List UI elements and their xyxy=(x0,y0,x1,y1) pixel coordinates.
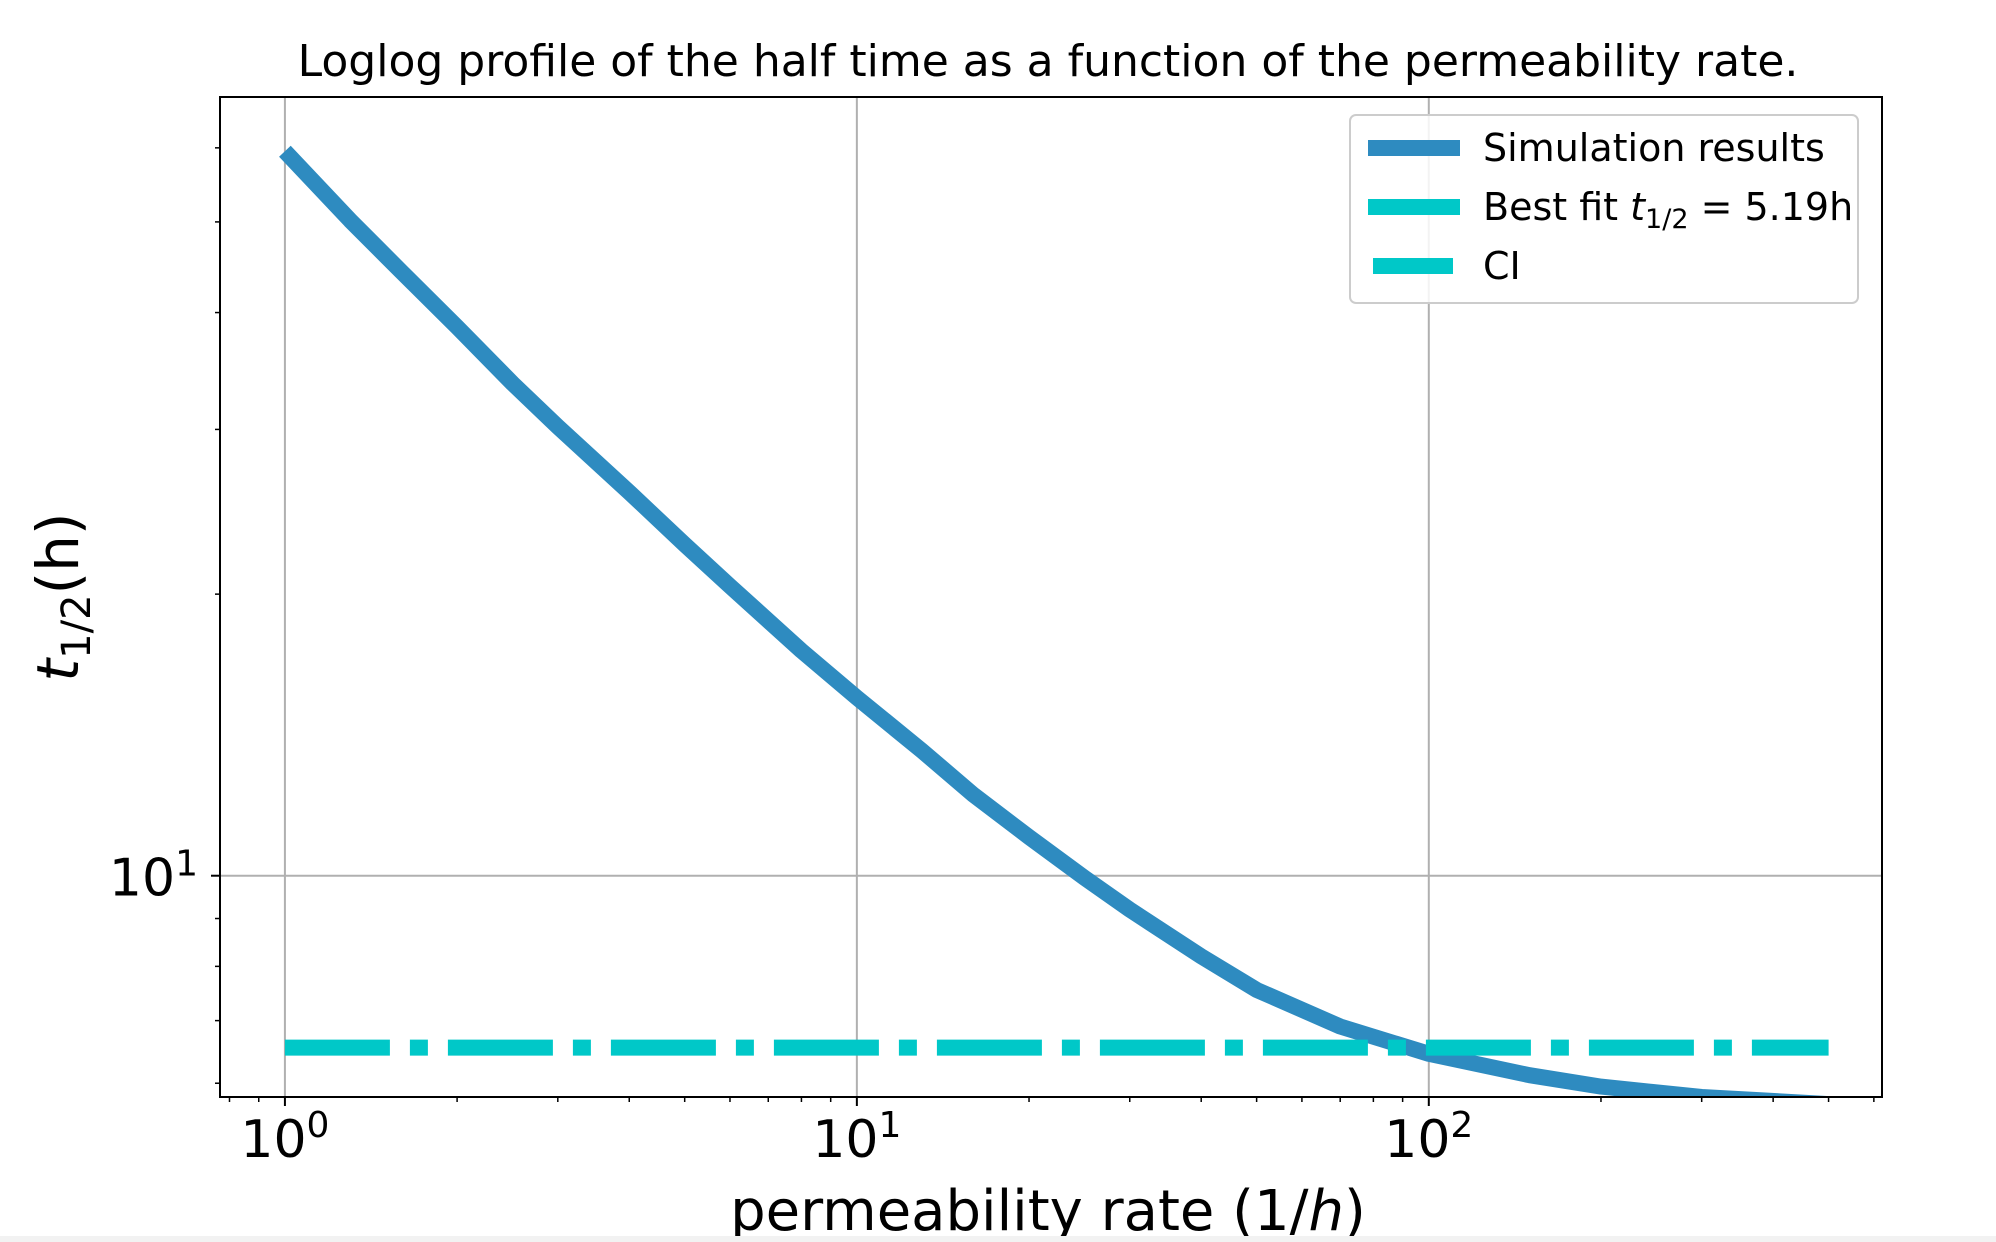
chart-title: Loglog profile of the half time as a fun… xyxy=(298,36,1799,87)
x-axis-label: permeability rate (1/h) xyxy=(730,1179,1366,1242)
legend: Simulation results Best fit t1/2 = 5.19h C… xyxy=(1349,114,1859,304)
x-axis-ticks: 100 101 102 xyxy=(240,1097,1473,1170)
legend-label: Simulation results xyxy=(1483,126,1825,170)
x-tick-label: 102 xyxy=(1384,1105,1473,1170)
plot-area-frame xyxy=(219,96,1883,1098)
y-axis-label: t1/2(h) xyxy=(24,512,100,681)
legend-label: CI xyxy=(1483,244,1521,288)
y-axis-ticks: 101 xyxy=(109,844,220,909)
series-simulation-results xyxy=(279,145,1830,1097)
series-layer xyxy=(279,145,1830,1097)
legend-label: Best fit t1/2 = 5.19h xyxy=(1483,185,1853,235)
bottom-strip xyxy=(0,1236,1996,1242)
x-tick-label: 100 xyxy=(240,1105,329,1170)
legend-box xyxy=(1349,114,1859,304)
x-tick-label: 101 xyxy=(812,1105,901,1170)
y-tick-label: 101 xyxy=(109,844,198,909)
